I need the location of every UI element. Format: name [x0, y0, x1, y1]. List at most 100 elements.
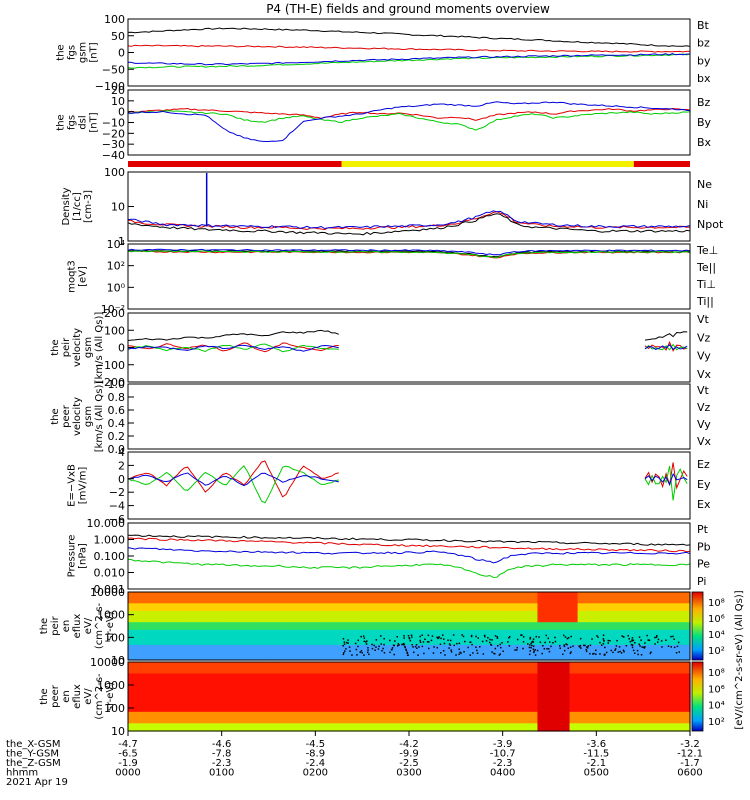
heatmap-cell — [240, 711, 250, 717]
heatmap-cell — [248, 618, 258, 623]
heatmap-cell — [240, 629, 250, 635]
heatmap-cell — [200, 685, 209, 690]
heatmap-speck — [603, 654, 606, 656]
heatmap-cell — [521, 652, 531, 657]
heatmap-cell — [312, 656, 322, 661]
heatmap-cell — [168, 719, 177, 724]
y-tick-label: −100 — [95, 359, 125, 372]
heatmap-cell — [144, 603, 153, 608]
heatmap-cell — [248, 662, 258, 667]
heatmap-cell — [136, 622, 145, 627]
series-line-peir_velocity-3-1 — [644, 344, 688, 350]
heatmap-cell — [160, 669, 169, 675]
heatmap-cell — [457, 673, 466, 678]
heatmap-cell — [152, 629, 161, 635]
heatmap-cell — [425, 696, 434, 701]
heatmap-cell — [521, 637, 531, 642]
heatmap-cell — [601, 607, 611, 612]
heatmap-cell — [192, 719, 201, 724]
heatmap-cell — [633, 614, 643, 620]
heatmap-cell — [649, 677, 659, 682]
heatmap-cell — [545, 626, 555, 631]
heatmap-cell — [224, 669, 233, 675]
series-line-pressure-3-0 — [127, 547, 691, 564]
heatmap-cell — [609, 700, 619, 705]
heatmap-cell — [553, 626, 563, 631]
heatmap-cell — [601, 662, 611, 667]
heatmap-cell — [136, 607, 145, 612]
heatmap-speck — [472, 652, 474, 654]
heatmap-cell — [344, 629, 354, 635]
heatmap-speck — [631, 644, 634, 647]
heatmap-cell — [248, 592, 258, 597]
heatmap-cell — [344, 673, 354, 678]
heatmap-cell — [400, 622, 410, 627]
heatmap-cell — [537, 637, 547, 642]
heatmap-cell — [497, 708, 506, 713]
heatmap-cell — [585, 685, 595, 690]
heatmap-cell — [409, 704, 418, 709]
heatmap-cell — [336, 662, 346, 667]
heatmap-cell — [489, 708, 498, 713]
heatmap-cell — [224, 727, 233, 732]
heatmap-cell — [545, 644, 555, 650]
heatmap-speck — [647, 639, 649, 641]
heatmap-cell — [657, 652, 667, 657]
heatmap-cell — [681, 665, 691, 671]
heatmap-cell — [136, 592, 145, 597]
heatmap-cell — [465, 727, 474, 732]
heatmap-cell — [553, 656, 563, 661]
heatmap-cell — [425, 688, 434, 694]
heatmap-cell — [296, 644, 306, 650]
heatmap-cell — [681, 662, 691, 667]
heatmap-cell — [553, 603, 563, 608]
heatmap-speck — [548, 650, 551, 653]
heatmap-cell — [368, 708, 378, 713]
heatmap-cell — [665, 669, 675, 675]
heatmap-cell — [409, 715, 418, 721]
heatmap-cell — [320, 637, 330, 642]
heatmap-cell — [513, 641, 522, 646]
heatmap-cell — [344, 681, 354, 686]
heatmap-cell — [136, 723, 145, 728]
heatmap-cell — [200, 677, 209, 682]
heatmap-cell — [136, 665, 145, 671]
heatmap-cell — [497, 592, 506, 597]
heatmap-cell — [593, 614, 603, 620]
heatmap-speck — [366, 640, 368, 642]
heatmap-cell — [657, 648, 667, 654]
heatmap-cell — [569, 685, 579, 690]
heatmap-cell — [336, 607, 346, 612]
heatmap-cell — [601, 622, 611, 627]
heatmap-cell — [577, 648, 587, 654]
heatmap-cell — [665, 626, 675, 631]
heatmap-cell — [505, 592, 514, 597]
heatmap-cell — [569, 599, 579, 604]
heatmap-speck — [393, 653, 395, 656]
heatmap-cell — [537, 727, 547, 732]
heatmap-speck — [542, 645, 544, 647]
xaxis-value: 0400 — [490, 768, 515, 779]
heatmap-cell — [449, 692, 458, 698]
heatmap-cell — [649, 700, 659, 705]
y-tick-label: 10 — [111, 654, 125, 667]
heatmap-cell — [304, 700, 314, 705]
heatmap-cell — [232, 700, 241, 705]
heatmap-cell — [240, 704, 250, 709]
heatmap-cell — [184, 644, 193, 650]
heatmap-cell — [272, 665, 282, 671]
heatmap-cell — [368, 727, 378, 732]
heatmap-cell — [400, 677, 410, 682]
heatmap-cell — [376, 673, 386, 678]
heatmap-cell — [585, 688, 595, 694]
heatmap-cell — [593, 665, 603, 671]
heatmap-cell — [192, 681, 201, 686]
colorbar-tick: 10⁸ — [708, 668, 725, 679]
heatmap-cell — [505, 618, 514, 623]
heatmap-cell — [152, 662, 161, 667]
heatmap-cell — [489, 641, 498, 646]
y-axis-label-line: [nT] — [89, 112, 100, 132]
heatmap-cell — [425, 715, 434, 721]
heatmap-speck — [489, 641, 491, 644]
y-axis-label-line: peer — [50, 684, 61, 708]
